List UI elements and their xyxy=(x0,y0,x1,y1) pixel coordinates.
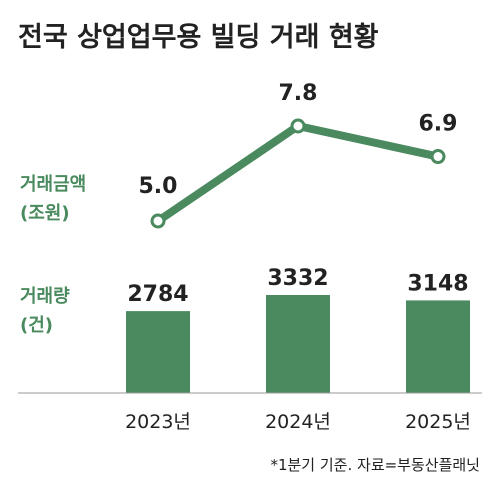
x-tick-label: 2023년 xyxy=(125,411,191,433)
bar-2023년 xyxy=(126,311,190,393)
line-series-label-line2: (조원) xyxy=(20,203,70,224)
bar-series-label-line2: (건) xyxy=(20,315,53,336)
bar-value-label: 3332 xyxy=(267,266,328,291)
bar-series-label: 거래량 (건) xyxy=(20,286,70,336)
line-point xyxy=(430,149,446,165)
x-axis-ticks: 2023년 2024년 2025년 xyxy=(125,411,471,433)
bar-2025년 xyxy=(406,300,470,393)
line-value-label: 6.9 xyxy=(419,112,458,137)
line-value-label: 5.0 xyxy=(139,174,178,199)
bar-2024년 xyxy=(266,295,330,393)
line-series: 5.0 7.8 6.9 xyxy=(139,81,458,229)
line-series-label: 거래금액 (조원) xyxy=(20,174,86,224)
line-point xyxy=(150,213,166,229)
x-tick-label: 2024년 xyxy=(265,411,331,433)
bar-series-label-line1: 거래량 xyxy=(20,286,70,307)
line-point xyxy=(290,118,306,134)
bar-value-label: 3148 xyxy=(407,271,468,296)
source-note: *1분기 기준. 자료=부동산플래닛 xyxy=(270,456,480,474)
bar-value-label: 2784 xyxy=(127,282,188,307)
chart-title: 전국 상업업무용 빌딩 거래 현황 xyxy=(18,22,379,53)
line-value-label: 7.8 xyxy=(279,81,318,106)
line-series-label-line1: 거래금액 xyxy=(20,174,86,195)
x-tick-label: 2025년 xyxy=(405,411,471,433)
line-path xyxy=(154,122,442,225)
bar-series: 2784 3332 3148 xyxy=(126,266,470,393)
